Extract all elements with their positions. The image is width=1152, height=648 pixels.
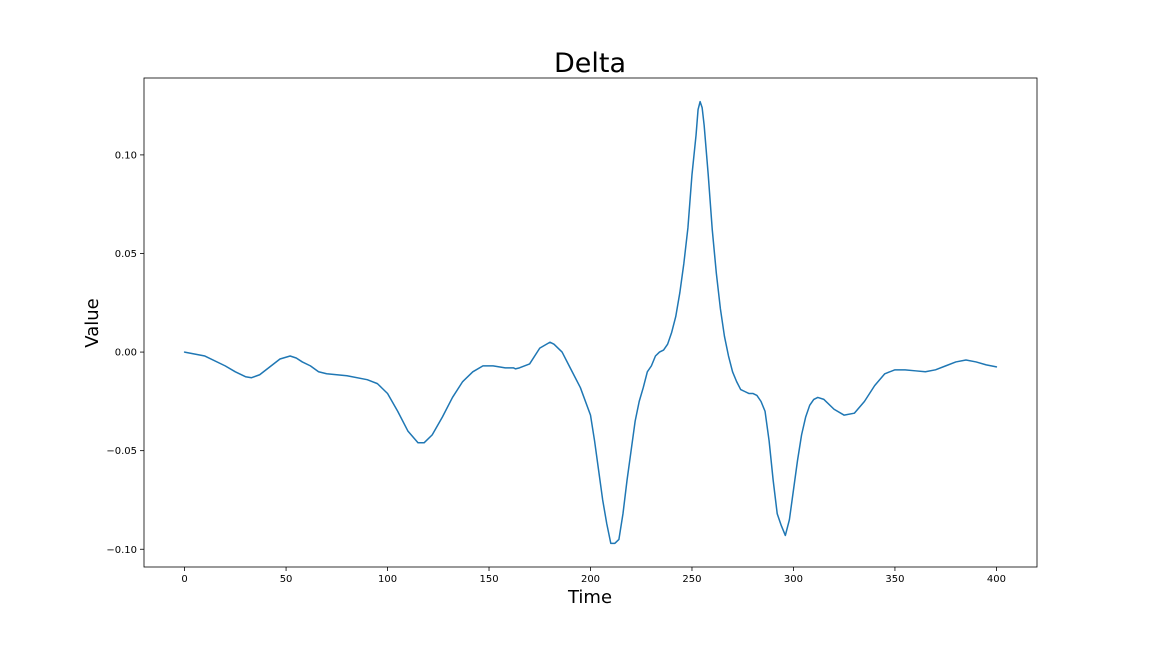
x-tick-label: 400 [987,574,1006,585]
y-tick-label: 0.10 [115,150,137,161]
y-tick-label: 0.05 [115,249,137,260]
y-axis-label: Value [82,298,103,347]
x-tick-label: 50 [280,574,293,585]
y-tick-label: −0.05 [106,446,137,457]
x-tick-label: 350 [885,574,904,585]
x-tick-label: 300 [784,574,803,585]
y-tick-label: −0.10 [106,545,137,556]
x-axis-label: Time [567,587,612,608]
y-axis-ticks: −0.10 −0.05 0.00 0.05 0.10 [106,150,144,556]
x-tick-label: 250 [682,574,701,585]
y-tick-label: 0.00 [115,348,137,359]
series-line-delta [183,100,998,545]
x-tick-label: 150 [479,574,498,585]
x-axis-ticks: 0 50 100 150 200 250 300 350 400 [181,567,1006,585]
chart-title: Delta [554,48,626,79]
x-tick-label: 0 [181,574,187,585]
x-tick-label: 200 [581,574,600,585]
x-tick-label: 100 [378,574,397,585]
